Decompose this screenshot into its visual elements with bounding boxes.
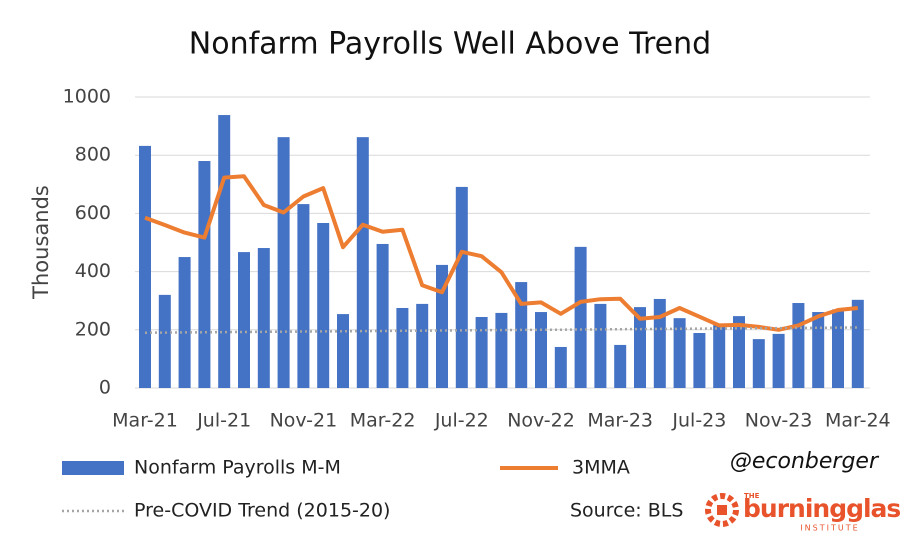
x-tick-label: Mar-22 <box>350 410 416 432</box>
bar <box>198 161 211 388</box>
bar <box>356 137 369 388</box>
bar <box>752 339 765 388</box>
logo: THE burningglass INSTITUTE <box>705 492 900 533</box>
bar <box>436 264 448 388</box>
bar <box>515 282 528 388</box>
logo-icon <box>705 493 739 527</box>
bar <box>554 346 567 388</box>
legend-label: Pre-COVID Trend (2015-20) <box>134 500 390 522</box>
bar <box>634 307 646 388</box>
bar <box>535 312 547 388</box>
line <box>144 174 859 332</box>
x-tick-label: Mar-24 <box>825 410 891 432</box>
bar <box>832 309 844 388</box>
y-tick-label: 600 <box>75 202 111 224</box>
bar <box>574 246 587 388</box>
bar <box>594 303 607 388</box>
x-tick-label: Nov-22 <box>507 410 575 432</box>
bar <box>693 333 706 388</box>
legend-label: Nonfarm Payrolls M-M <box>134 457 341 479</box>
bar <box>218 115 231 389</box>
x-tick-label: Nov-23 <box>745 410 813 432</box>
bar <box>673 318 686 388</box>
bar <box>416 303 429 388</box>
bar <box>475 316 488 388</box>
y-tick-label: 800 <box>75 144 111 166</box>
bar <box>772 333 785 388</box>
bar <box>317 223 330 388</box>
y-axis-label: Thousands <box>29 185 53 300</box>
source: Source: BLS <box>570 500 683 522</box>
bar <box>396 307 409 388</box>
logo-bottom: INSTITUTE <box>800 524 859 533</box>
bar <box>733 316 745 388</box>
bar <box>495 312 508 388</box>
bar <box>178 257 191 388</box>
bar <box>238 252 250 388</box>
bar <box>277 137 290 388</box>
bar <box>455 186 468 388</box>
trend-line <box>144 326 858 334</box>
y-tick-label: 200 <box>75 318 111 340</box>
x-tick-label: Jul-22 <box>434 410 489 432</box>
bar <box>139 145 151 388</box>
bar <box>614 344 627 388</box>
legend-label: 3MMA <box>572 457 630 479</box>
logo-icon-center <box>717 505 727 515</box>
bar <box>713 325 726 388</box>
y-tick-label: 1000 <box>63 86 111 108</box>
bar <box>812 312 825 388</box>
bar <box>376 243 389 388</box>
bar <box>851 299 864 388</box>
bar <box>158 294 171 388</box>
bar <box>297 204 310 388</box>
bar <box>792 303 805 388</box>
x-tick-label: Mar-21 <box>112 410 178 432</box>
logo-top: THE <box>744 492 760 500</box>
x-tick-label: Mar-23 <box>587 410 653 432</box>
y-tick-label: 400 <box>75 260 111 282</box>
x-tick-label: Jul-23 <box>671 410 726 432</box>
chart-title: Nonfarm Payrolls Well Above Trend <box>189 27 711 62</box>
handle: @econberger <box>730 449 880 474</box>
bar <box>257 248 270 388</box>
logo-name: burningglass <box>743 494 900 523</box>
y-tick-label: 0 <box>99 377 111 399</box>
bar <box>653 298 666 388</box>
x-tick-label: Nov-21 <box>270 410 338 432</box>
legend-swatch <box>62 461 124 475</box>
x-tick-label: Jul-21 <box>196 410 251 432</box>
bar <box>337 314 349 388</box>
